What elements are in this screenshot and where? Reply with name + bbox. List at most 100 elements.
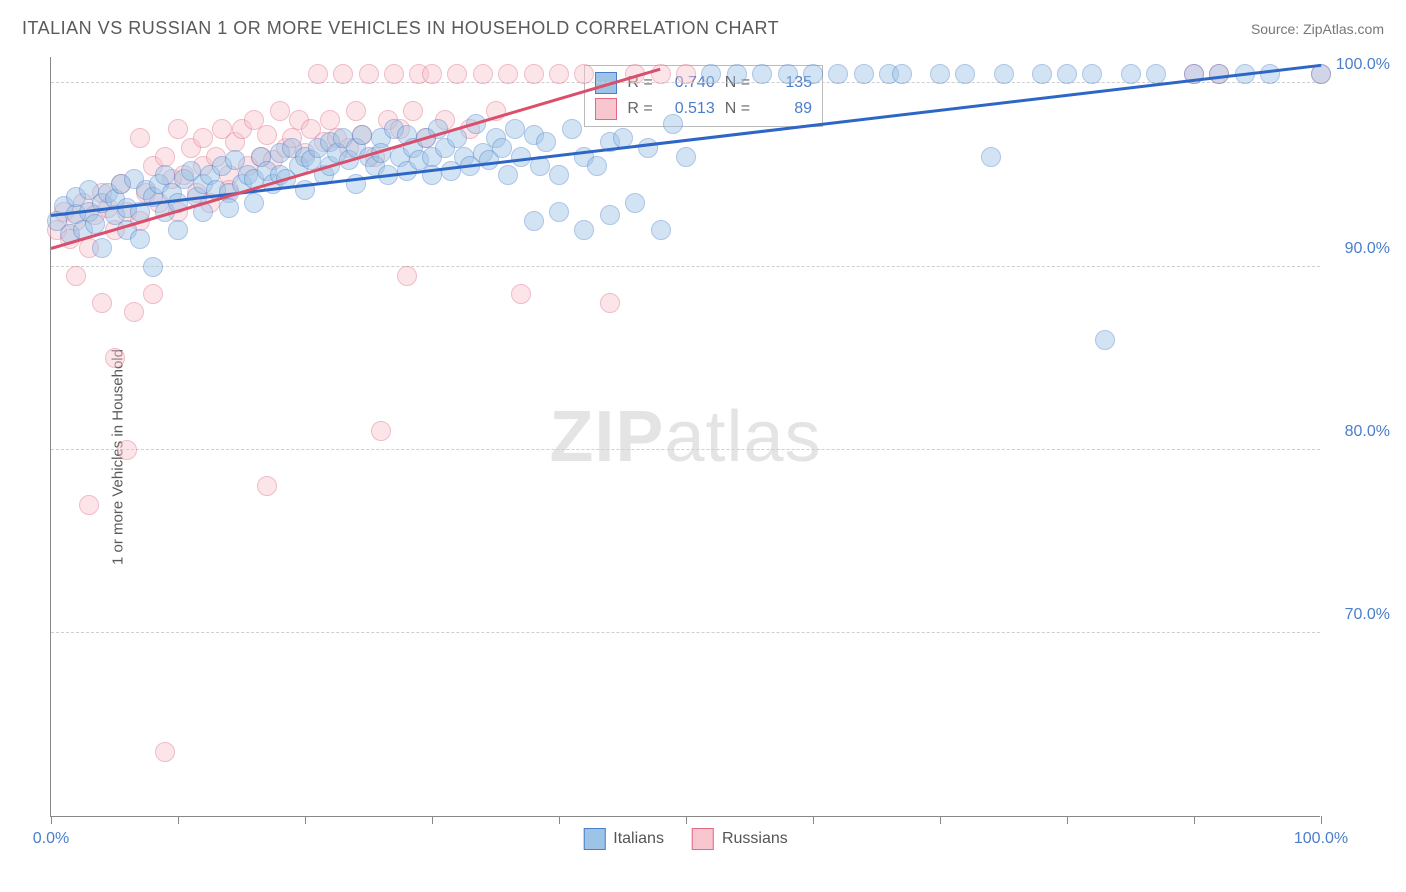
source-label: Source: — [1251, 21, 1303, 37]
scatter-point — [625, 193, 645, 213]
watermark: ZIPatlas — [549, 396, 821, 478]
scatter-point — [371, 421, 391, 441]
header: ITALIAN VS RUSSIAN 1 OR MORE VEHICLES IN… — [0, 0, 1406, 47]
scatter-point — [124, 302, 144, 322]
gridline-h — [51, 632, 1320, 633]
scatter-point — [346, 101, 366, 121]
scatter-point — [549, 165, 569, 185]
scatter-point — [66, 266, 86, 286]
scatter-point — [498, 64, 518, 84]
scatter-point — [117, 440, 137, 460]
scatter-point — [574, 220, 594, 240]
n-value: 89 — [760, 100, 812, 118]
scatter-point — [1146, 64, 1166, 84]
scatter-point — [1057, 64, 1077, 84]
x-tick-label: 100.0% — [1294, 830, 1348, 848]
scatter-point — [955, 64, 975, 84]
legend-swatch — [692, 828, 714, 850]
scatter-point — [397, 266, 417, 286]
x-tick — [1067, 816, 1068, 824]
scatter-point — [994, 64, 1014, 84]
scatter-point — [403, 101, 423, 121]
series-swatch — [595, 98, 617, 120]
scatter-point — [524, 64, 544, 84]
scatter-point — [92, 293, 112, 313]
scatter-point — [778, 64, 798, 84]
scatter-point — [447, 64, 467, 84]
trend-line — [51, 67, 661, 249]
scatter-point — [168, 119, 188, 139]
scatter-point — [600, 293, 620, 313]
scatter-point — [524, 211, 544, 231]
scatter-point — [1095, 330, 1115, 350]
chart-title: ITALIAN VS RUSSIAN 1 OR MORE VEHICLES IN… — [22, 18, 779, 39]
scatter-point — [676, 147, 696, 167]
scatter-point — [638, 138, 658, 158]
scatter-point — [1032, 64, 1052, 84]
legend-label: Russians — [722, 830, 788, 848]
scatter-point — [511, 284, 531, 304]
scatter-point — [473, 64, 493, 84]
scatter-point — [352, 125, 372, 145]
scatter-point — [505, 119, 525, 139]
scatter-point — [270, 101, 290, 121]
scatter-point — [359, 64, 379, 84]
legend-swatch — [583, 828, 605, 850]
scatter-point — [333, 64, 353, 84]
x-tick — [432, 816, 433, 824]
x-tick — [940, 816, 941, 824]
x-tick — [51, 816, 52, 824]
x-tick — [559, 816, 560, 824]
scatter-point — [663, 114, 683, 134]
gridline-h — [51, 449, 1320, 450]
scatter-point — [130, 229, 150, 249]
scatter-point — [828, 64, 848, 84]
scatter-point — [803, 64, 823, 84]
scatter-point — [562, 119, 582, 139]
scatter-point — [600, 205, 620, 225]
scatter-point — [155, 742, 175, 762]
scatter-point — [257, 476, 277, 496]
scatter-point — [892, 64, 912, 84]
y-tick-label: 90.0% — [1330, 240, 1390, 258]
stats-row: R =0.513N =89 — [595, 96, 812, 122]
source-attribution: Source: ZipAtlas.com — [1251, 21, 1384, 37]
scatter-point — [308, 64, 328, 84]
x-tick — [1321, 816, 1322, 824]
scatter-point — [676, 64, 696, 84]
scatter-point — [651, 64, 671, 84]
y-tick-label: 100.0% — [1330, 56, 1390, 74]
scatter-point — [105, 348, 125, 368]
x-tick — [1194, 816, 1195, 824]
scatter-point — [193, 128, 213, 148]
legend-item: Russians — [692, 828, 788, 850]
scatter-point — [701, 64, 721, 84]
scatter-point — [752, 64, 772, 84]
scatter-point — [422, 64, 442, 84]
x-tick-label: 0.0% — [33, 830, 69, 848]
scatter-point — [549, 64, 569, 84]
scatter-point — [92, 238, 112, 258]
scatter-point — [651, 220, 671, 240]
scatter-point — [143, 257, 163, 277]
scatter-point — [219, 198, 239, 218]
scatter-point — [587, 156, 607, 176]
scatter-point — [492, 138, 512, 158]
scatter-point — [1260, 64, 1280, 84]
scatter-point — [320, 110, 340, 130]
scatter-point — [930, 64, 950, 84]
scatter-point — [257, 125, 277, 145]
scatter-point — [168, 220, 188, 240]
scatter-point — [574, 64, 594, 84]
r-label: R = — [627, 100, 652, 118]
scatter-point — [1082, 64, 1102, 84]
y-tick-label: 70.0% — [1330, 606, 1390, 624]
x-tick — [686, 816, 687, 824]
scatter-point — [727, 64, 747, 84]
legend: ItaliansRussians — [583, 828, 788, 850]
source-value: ZipAtlas.com — [1303, 21, 1384, 37]
scatter-point — [981, 147, 1001, 167]
scatter-point — [384, 64, 404, 84]
y-tick-label: 80.0% — [1330, 423, 1390, 441]
scatter-point — [130, 128, 150, 148]
